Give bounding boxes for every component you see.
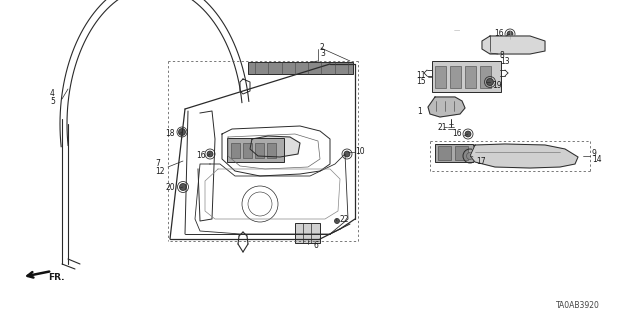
Text: 3: 3	[320, 49, 325, 58]
Bar	[435, 66, 446, 88]
Text: 4: 4	[50, 90, 55, 99]
Text: —: —	[454, 28, 460, 33]
Text: 16: 16	[452, 130, 461, 138]
Text: 7: 7	[155, 160, 160, 168]
FancyBboxPatch shape	[431, 61, 500, 92]
Text: TA0AB3920: TA0AB3920	[556, 300, 600, 309]
Text: 6: 6	[314, 241, 319, 250]
Bar	[243, 143, 252, 158]
Text: 17: 17	[476, 158, 486, 167]
Circle shape	[486, 78, 493, 85]
Text: 1: 1	[417, 107, 422, 115]
Bar	[438, 146, 451, 160]
Text: 21: 21	[437, 122, 447, 131]
Bar	[455, 146, 468, 160]
Text: 16: 16	[196, 152, 205, 160]
Bar	[465, 66, 476, 88]
Circle shape	[465, 131, 471, 137]
Text: 16: 16	[494, 29, 504, 39]
Circle shape	[179, 183, 186, 190]
Text: 12: 12	[155, 167, 164, 175]
Bar	[480, 66, 491, 88]
Circle shape	[507, 31, 513, 37]
Text: 2: 2	[320, 42, 324, 51]
Text: 20: 20	[165, 183, 175, 192]
Circle shape	[344, 151, 350, 157]
Text: 18: 18	[165, 129, 175, 137]
Text: 14: 14	[592, 155, 602, 165]
Bar	[450, 66, 461, 88]
Polygon shape	[428, 97, 465, 117]
Text: 10: 10	[355, 146, 365, 155]
Text: 11: 11	[416, 70, 426, 79]
Text: 22: 22	[340, 214, 349, 224]
Text: 13: 13	[500, 57, 509, 66]
Text: 19: 19	[492, 80, 502, 90]
Circle shape	[467, 152, 474, 160]
Text: 15: 15	[416, 78, 426, 86]
Bar	[255, 143, 264, 158]
Bar	[435, 144, 473, 162]
Text: 5: 5	[50, 97, 55, 106]
Text: 8: 8	[500, 50, 505, 60]
Polygon shape	[470, 144, 578, 168]
Text: 9: 9	[592, 149, 597, 158]
Bar	[231, 143, 240, 158]
Bar	[248, 62, 353, 74]
Polygon shape	[250, 136, 300, 157]
Circle shape	[179, 129, 186, 136]
FancyBboxPatch shape	[227, 138, 284, 162]
Bar	[295, 223, 320, 243]
Circle shape	[335, 219, 339, 224]
Circle shape	[207, 151, 213, 157]
Bar	[267, 143, 276, 158]
Text: FR.: FR.	[48, 272, 65, 281]
Polygon shape	[482, 36, 545, 54]
